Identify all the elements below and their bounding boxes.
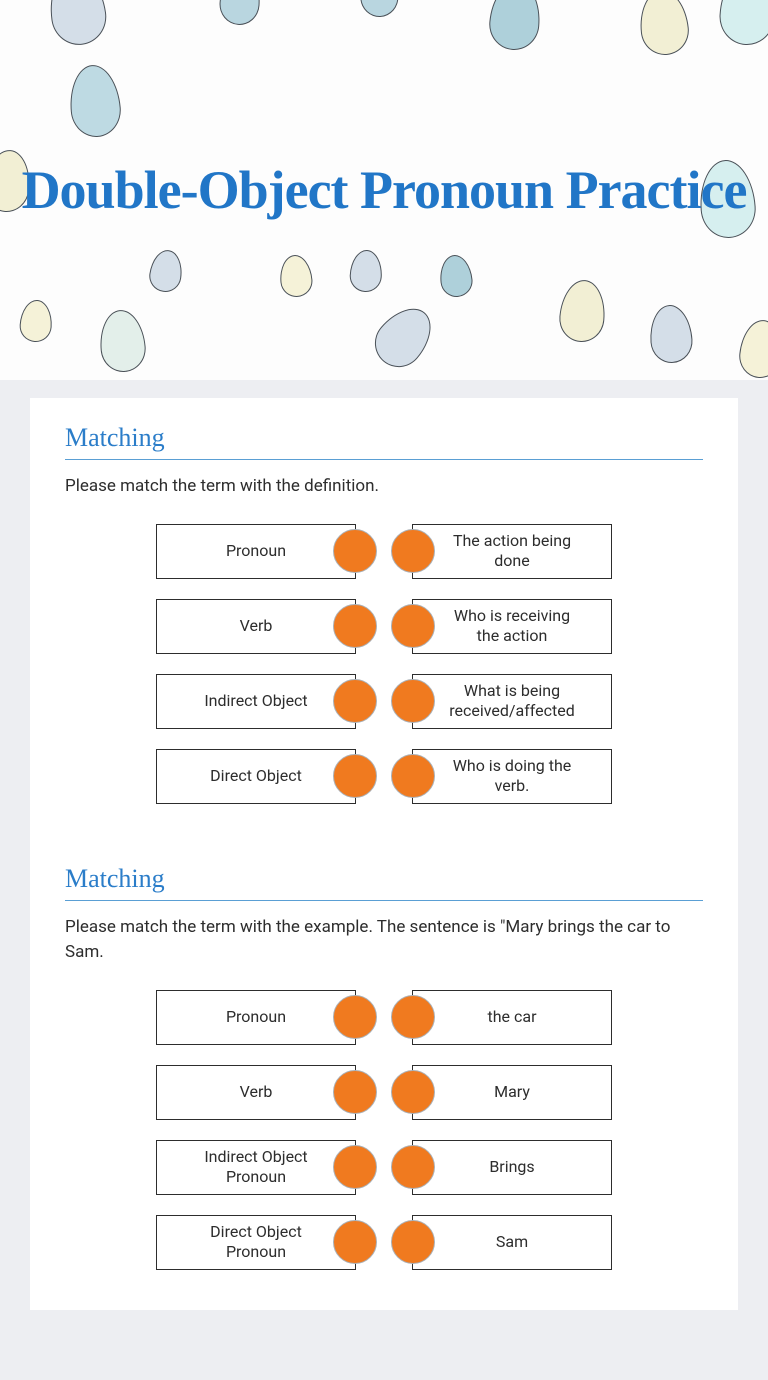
raindrop-icon	[487, 0, 543, 52]
match-item-label: Pronoun	[226, 1007, 286, 1027]
match-connector[interactable]	[391, 995, 435, 1039]
raindrop-icon	[218, 0, 262, 26]
match-connector[interactable]	[333, 995, 377, 1039]
match-item-label: Who is doing the verb.	[443, 756, 581, 796]
page-title: Double-Object Pronoun Practice	[22, 159, 747, 221]
match-item-label: The action being done	[443, 531, 581, 571]
match-item[interactable]: Indirect Object	[156, 674, 356, 729]
match-item-label: Direct Object	[210, 766, 302, 786]
match-item-label: Direct Object Pronoun	[187, 1222, 325, 1262]
raindrop-icon	[637, 0, 692, 57]
match-connector[interactable]	[391, 679, 435, 723]
worksheet-header: Double-Object Pronoun Practice	[0, 0, 768, 380]
match-item[interactable]: Indirect Object Pronoun	[156, 1140, 356, 1195]
raindrop-icon	[718, 0, 768, 46]
match-item[interactable]: Sam	[412, 1215, 612, 1270]
match-item[interactable]: What is being received/affected	[412, 674, 612, 729]
raindrop-icon	[737, 318, 768, 380]
match-connector[interactable]	[391, 754, 435, 798]
raindrop-icon	[67, 63, 123, 139]
match-item[interactable]: Direct Object Pronoun	[156, 1215, 356, 1270]
match-item-label: What is being received/affected	[443, 681, 581, 721]
match-item[interactable]: Pronoun	[156, 990, 356, 1045]
match-connector[interactable]	[333, 529, 377, 573]
match-item[interactable]: Brings	[412, 1140, 612, 1195]
match-item[interactable]: Mary	[412, 1065, 612, 1120]
matching-left-column: Pronoun Verb Indirect Object Pronoun Direct…	[156, 990, 356, 1270]
raindrop-icon	[278, 254, 314, 299]
section-instruction: Please match the term with the example. …	[65, 915, 703, 966]
section-matching-2: Matching Please match the term with the …	[65, 864, 703, 1270]
match-connector[interactable]	[391, 1070, 435, 1114]
match-item-label: Verb	[240, 1082, 273, 1102]
match-item[interactable]: Who is doing the verb.	[412, 749, 612, 804]
raindrop-icon	[648, 304, 694, 365]
matching-grid: Pronoun Verb Indirect Object Pronoun Direct…	[65, 990, 703, 1270]
match-item-label: Mary	[494, 1082, 530, 1102]
matching-right-column: the car Mary Brings Sam	[412, 990, 612, 1270]
match-item-label: Brings	[489, 1157, 534, 1177]
section-divider	[65, 900, 703, 901]
matching-right-column: The action being done Who is receiving th…	[412, 524, 612, 804]
match-item-label: Indirect Object Pronoun	[187, 1147, 325, 1187]
match-item-label: Sam	[496, 1232, 528, 1252]
section-instruction: Please match the term with the definitio…	[65, 474, 703, 500]
section-divider	[65, 459, 703, 460]
match-connector[interactable]	[391, 529, 435, 573]
match-connector[interactable]	[333, 679, 377, 723]
match-item[interactable]: Direct Object	[156, 749, 356, 804]
raindrop-icon	[438, 253, 474, 298]
raindrop-icon	[19, 299, 54, 343]
match-item[interactable]: Verb	[156, 599, 356, 654]
match-connector[interactable]	[391, 1145, 435, 1189]
match-item[interactable]: The action being done	[412, 524, 612, 579]
match-connector[interactable]	[333, 1145, 377, 1189]
raindrop-icon	[557, 278, 607, 344]
match-connector[interactable]	[333, 1070, 377, 1114]
match-item[interactable]: Verb	[156, 1065, 356, 1120]
match-item[interactable]: the car	[412, 990, 612, 1045]
raindrop-icon	[365, 297, 443, 377]
match-connector[interactable]	[391, 604, 435, 648]
section-title: Matching	[65, 864, 703, 894]
matching-left-column: Pronoun Verb Indirect Object Direct Object	[156, 524, 356, 804]
raindrop-icon	[359, 0, 400, 18]
match-connector[interactable]	[391, 1220, 435, 1264]
matching-grid: PronounVerbIndirect ObjectDirect Object …	[65, 524, 703, 804]
match-item[interactable]: Who is receiving the action	[412, 599, 612, 654]
match-connector[interactable]	[333, 754, 377, 798]
match-item-label: Verb	[240, 616, 273, 636]
raindrop-icon	[349, 249, 383, 293]
match-item[interactable]: Pronoun	[156, 524, 356, 579]
section-title: Matching	[65, 423, 703, 453]
match-item-label: the car	[488, 1007, 537, 1027]
match-connector[interactable]	[333, 1220, 377, 1264]
match-item-label: Pronoun	[226, 541, 286, 561]
match-item-label: Indirect Object	[204, 691, 307, 711]
match-item-label: Who is receiving the action	[443, 606, 581, 646]
match-connector[interactable]	[333, 604, 377, 648]
raindrop-icon	[97, 308, 147, 374]
worksheet-content: Matching Please match the term with the …	[30, 398, 738, 1310]
raindrop-icon	[147, 248, 185, 294]
section-matching-1: Matching Please match the term with the …	[65, 423, 703, 804]
raindrop-icon	[45, 0, 110, 48]
